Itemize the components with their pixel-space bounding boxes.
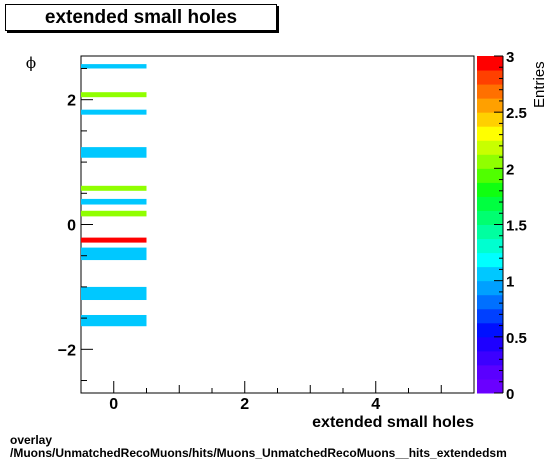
- colorbar-swatch: [477, 196, 503, 211]
- colorbar-swatch: [477, 378, 503, 394]
- y-axis: −2 0 2: [58, 67, 93, 382]
- colorbar-tick-label: 3: [506, 49, 514, 66]
- y-tick-label: 2: [67, 93, 76, 110]
- heatmap-cell: [81, 286, 147, 301]
- colorbar-swatch: [477, 210, 503, 225]
- colorbar-swatch: [477, 280, 503, 296]
- heatmap-cells: [81, 64, 147, 327]
- heatmap-cell: [81, 185, 147, 191]
- title-box: extended small holes: [5, 4, 277, 31]
- colorbar-label: Entries: [531, 61, 546, 108]
- colorbar-swatch: [477, 294, 503, 310]
- heatmap-cell: [81, 314, 147, 327]
- colorbar-swatch: [477, 266, 503, 282]
- x-axis: 0 2 4: [109, 381, 442, 413]
- colorbar-swatch: [477, 252, 503, 268]
- colorbar-swatch: [477, 224, 503, 240]
- x-tick-label: 0: [109, 396, 118, 413]
- heatmap-cell: [81, 92, 147, 98]
- colorbar-swatch: [477, 70, 503, 85]
- colorbar-tick-label: 1.5: [506, 218, 527, 235]
- colorbar-swatch: [477, 168, 503, 183]
- plot-frame: [80, 55, 475, 394]
- colorbar: 0 0.5 1 1.5 2 2.5 3: [477, 49, 527, 403]
- colorbar-swatch: [477, 140, 503, 155]
- colorbar-swatch: [477, 238, 503, 254]
- footer-line-1: overlay: [10, 433, 53, 447]
- heatmap-cell: [81, 64, 147, 69]
- colorbar-swatch: [477, 364, 503, 380]
- heatmap-cell: [81, 237, 147, 243]
- x-axis-label: extended small holes: [312, 414, 474, 431]
- colorbar-swatch: [477, 126, 503, 141]
- y-tick-label: 0: [67, 218, 76, 235]
- colorbar-swatch: [477, 322, 503, 338]
- colorbar-tick-label: 2: [506, 161, 514, 178]
- y-tick-label: −2: [58, 342, 76, 359]
- footer-line-2: /Muons/UnmatchedRecoMuons/hits/Muons_Unm…: [10, 446, 507, 460]
- heatmap-cell: [81, 109, 147, 115]
- colorbar-tick-label: 0.5: [506, 330, 527, 347]
- colorbar-swatch: [477, 84, 503, 99]
- colorbar-swatch: [477, 154, 503, 169]
- heatmap-cell: [81, 198, 147, 205]
- colorbar-swatch: [477, 350, 503, 366]
- x-tick-label: 2: [240, 396, 249, 413]
- colorbar-tick-label: 2.5: [506, 105, 527, 122]
- heatmap-cell: [81, 147, 147, 158]
- colorbar-swatch: [477, 98, 503, 113]
- colorbar-swatch: [477, 56, 503, 71]
- colorbar-tick-label: 0: [506, 386, 514, 403]
- heatmap-cell: [81, 210, 147, 217]
- colorbar-swatch: [477, 308, 503, 324]
- chart-title: extended small holes: [44, 7, 238, 28]
- x-tick-label: 4: [371, 396, 380, 413]
- y-axis-label: ϕ: [26, 54, 36, 72]
- colorbar-swatch: [477, 336, 503, 352]
- colorbar-tick-label: 1: [506, 274, 514, 291]
- heatmap-cell: [81, 247, 147, 261]
- colorbar-swatch: [477, 112, 503, 127]
- colorbar-swatch: [477, 182, 503, 197]
